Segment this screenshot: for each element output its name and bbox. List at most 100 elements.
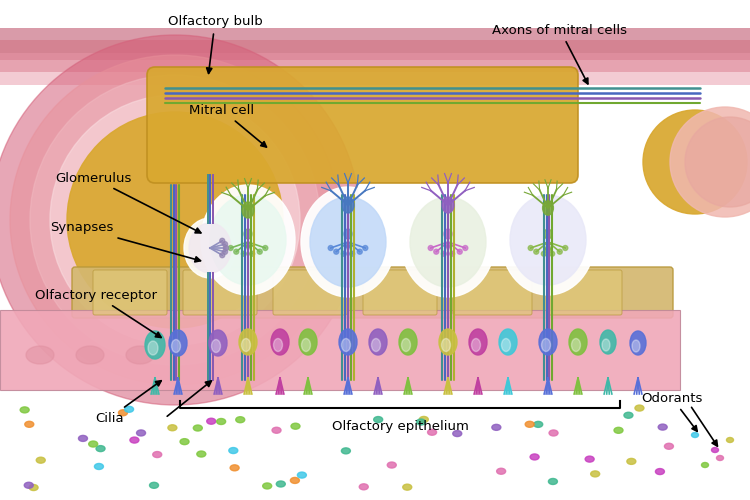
Circle shape xyxy=(242,251,246,256)
Ellipse shape xyxy=(399,329,417,355)
Circle shape xyxy=(257,249,262,254)
Ellipse shape xyxy=(635,405,644,411)
Circle shape xyxy=(450,251,454,256)
Ellipse shape xyxy=(291,423,300,429)
Ellipse shape xyxy=(442,338,451,351)
Ellipse shape xyxy=(239,329,257,355)
Ellipse shape xyxy=(290,478,299,484)
Ellipse shape xyxy=(410,197,486,287)
Ellipse shape xyxy=(79,436,88,442)
Ellipse shape xyxy=(442,197,454,213)
Ellipse shape xyxy=(614,428,623,434)
Circle shape xyxy=(528,246,533,250)
Ellipse shape xyxy=(656,468,664,474)
Ellipse shape xyxy=(416,419,425,425)
Ellipse shape xyxy=(76,346,104,364)
Ellipse shape xyxy=(472,338,481,351)
Ellipse shape xyxy=(217,418,226,424)
Ellipse shape xyxy=(542,201,554,215)
Ellipse shape xyxy=(118,410,128,416)
Text: Olfactory bulb: Olfactory bulb xyxy=(168,16,262,74)
Ellipse shape xyxy=(658,424,668,430)
Circle shape xyxy=(234,249,238,254)
Ellipse shape xyxy=(169,330,187,356)
Circle shape xyxy=(334,249,339,254)
Ellipse shape xyxy=(548,478,557,484)
Circle shape xyxy=(223,242,227,246)
Ellipse shape xyxy=(88,441,98,447)
Bar xyxy=(0,28,750,60)
FancyBboxPatch shape xyxy=(548,270,622,315)
Ellipse shape xyxy=(194,425,202,431)
Ellipse shape xyxy=(712,448,718,452)
Ellipse shape xyxy=(124,406,134,412)
Ellipse shape xyxy=(301,187,395,297)
Ellipse shape xyxy=(145,331,165,359)
Ellipse shape xyxy=(196,451,206,457)
Ellipse shape xyxy=(427,429,436,435)
Ellipse shape xyxy=(701,462,709,468)
Ellipse shape xyxy=(126,346,154,364)
Ellipse shape xyxy=(29,484,38,490)
FancyBboxPatch shape xyxy=(147,67,578,183)
Ellipse shape xyxy=(210,195,286,285)
Ellipse shape xyxy=(403,484,412,490)
Ellipse shape xyxy=(299,329,317,355)
Circle shape xyxy=(363,246,368,250)
Text: Glomerulus: Glomerulus xyxy=(55,172,201,233)
Circle shape xyxy=(463,246,468,250)
Bar xyxy=(0,310,680,390)
Ellipse shape xyxy=(630,331,646,355)
Bar xyxy=(0,40,750,72)
Text: Olfactory epithelium: Olfactory epithelium xyxy=(332,420,469,433)
Ellipse shape xyxy=(36,457,45,463)
Circle shape xyxy=(67,112,283,328)
Ellipse shape xyxy=(136,430,146,436)
Ellipse shape xyxy=(25,422,34,428)
Ellipse shape xyxy=(298,472,307,478)
Ellipse shape xyxy=(149,482,158,488)
Ellipse shape xyxy=(627,458,636,464)
Ellipse shape xyxy=(342,197,354,213)
Ellipse shape xyxy=(572,338,580,351)
Ellipse shape xyxy=(302,338,310,351)
Circle shape xyxy=(0,35,360,405)
FancyBboxPatch shape xyxy=(363,270,437,315)
Circle shape xyxy=(458,249,462,254)
Ellipse shape xyxy=(201,185,295,295)
Circle shape xyxy=(328,246,333,250)
Text: Axons of mitral cells: Axons of mitral cells xyxy=(493,24,628,84)
Ellipse shape xyxy=(310,197,386,287)
Ellipse shape xyxy=(230,465,239,471)
Ellipse shape xyxy=(341,448,350,454)
Ellipse shape xyxy=(600,330,616,354)
Ellipse shape xyxy=(236,416,244,422)
Ellipse shape xyxy=(189,223,231,273)
Circle shape xyxy=(341,251,346,256)
Ellipse shape xyxy=(20,407,29,413)
Ellipse shape xyxy=(469,329,487,355)
Circle shape xyxy=(557,249,562,254)
Ellipse shape xyxy=(184,218,236,278)
FancyBboxPatch shape xyxy=(453,270,532,315)
Ellipse shape xyxy=(542,338,550,351)
Ellipse shape xyxy=(272,428,281,434)
Circle shape xyxy=(441,251,446,256)
Circle shape xyxy=(428,246,433,250)
Ellipse shape xyxy=(242,202,254,218)
Ellipse shape xyxy=(549,430,558,436)
Ellipse shape xyxy=(569,329,587,355)
Ellipse shape xyxy=(262,483,272,489)
Ellipse shape xyxy=(180,438,189,444)
Ellipse shape xyxy=(492,424,501,430)
Ellipse shape xyxy=(229,448,238,454)
Circle shape xyxy=(262,246,268,250)
Ellipse shape xyxy=(439,329,457,355)
Ellipse shape xyxy=(339,329,357,355)
Ellipse shape xyxy=(624,412,633,418)
Ellipse shape xyxy=(369,329,387,355)
Circle shape xyxy=(10,55,340,385)
Ellipse shape xyxy=(525,422,534,428)
Ellipse shape xyxy=(502,338,511,351)
Ellipse shape xyxy=(602,339,610,351)
